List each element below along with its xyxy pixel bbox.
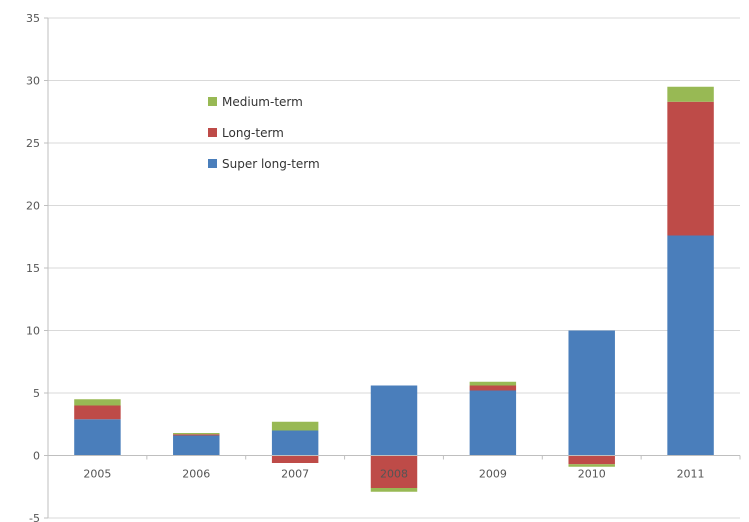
bar-medium-term-2008 [370,488,418,492]
bar-long-term-2006 [173,434,220,436]
bar-long-term-2005 [74,405,121,420]
y-tick-label: 10 [26,325,40,338]
legend-label-long-term: Long-term [222,126,284,140]
x-tick-label: 2007 [281,468,309,481]
legend-label-super-long-term: Super long-term [222,157,320,171]
bar-long-term-2009 [469,385,517,391]
y-tick-label: 30 [26,75,40,88]
bar-medium-term-2007 [271,421,319,431]
legend-swatch-long-term [208,128,217,137]
y-tick-label: 0 [33,450,40,463]
x-axis-tick-labels: 2005 2006 2007 2008 2009 2010 2011 [83,468,704,481]
bar-super-long-term-2011 [667,235,714,456]
y-tick-label: -5 [29,512,40,522]
bar-super-long-term-2008 [370,385,418,456]
bar-medium-term-2011 [667,86,714,102]
x-tick-label: 2006 [182,468,210,481]
axes [44,17,741,519]
y-tick-label: 25 [26,137,40,150]
bar-medium-term-2009 [469,381,517,386]
bar-long-term-2008 [370,455,418,488]
y-axis-tick-labels: -5 0 5 10 15 20 25 30 35 [26,12,40,522]
bar-medium-term-2010 [568,464,615,467]
bar-super-long-term-2010 [568,330,615,456]
bar-medium-term-2006 [173,433,220,435]
legend-swatch-super-long-term [208,159,217,168]
legend-swatch-medium-term [208,97,217,106]
bar-long-term-2010 [568,455,615,465]
bar-super-long-term-2006 [173,435,220,456]
gridlines [48,17,740,519]
x-tick-label: 2005 [83,468,111,481]
y-tick-label: 20 [26,200,40,213]
x-tick-label: 2010 [578,468,606,481]
bar-super-long-term-2007 [271,430,319,456]
y-tick-label: 5 [33,387,40,400]
legend-label-medium-term: Medium-term [222,95,303,109]
bars [74,86,714,492]
bar-long-term-2007 [271,455,319,463]
x-tick-label: 2008 [380,468,408,481]
bar-medium-term-2005 [74,399,121,406]
bar-super-long-term-2005 [74,419,121,456]
x-tick-label: 2009 [479,468,507,481]
bar-super-long-term-2009 [469,390,517,456]
x-tick-label: 2011 [677,468,705,481]
bar-long-term-2011 [667,101,714,236]
y-tick-label: 15 [26,262,40,275]
legend: Medium-term Long-term Super long-term [208,95,320,171]
y-tick-label: 35 [26,12,40,25]
